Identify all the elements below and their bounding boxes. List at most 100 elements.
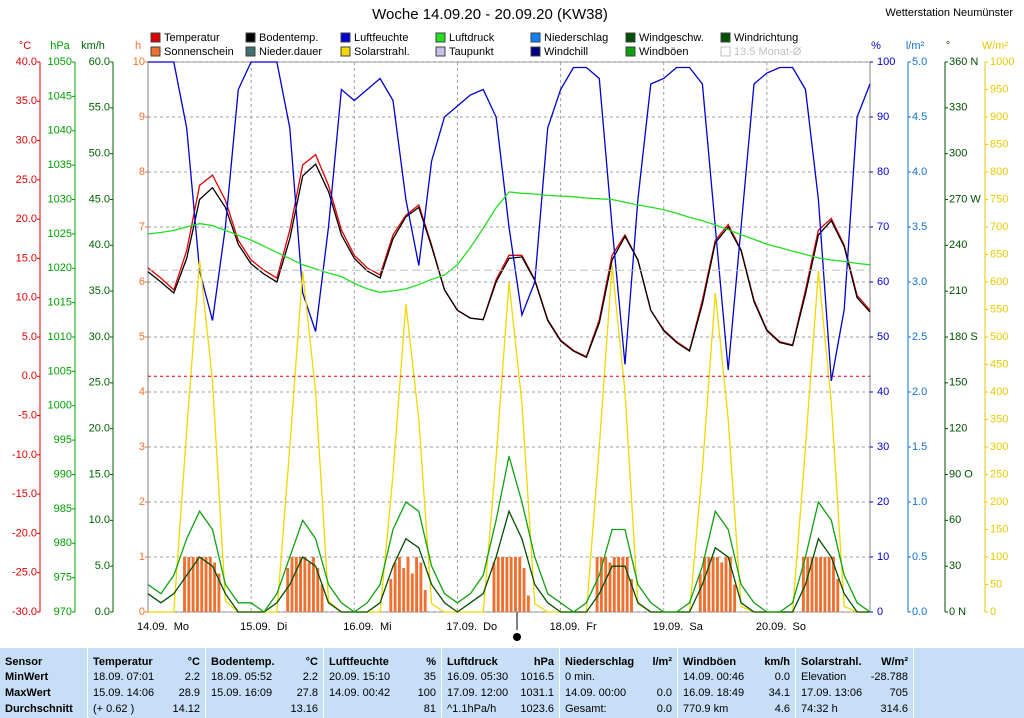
legend-label: Bodentemp. bbox=[259, 32, 318, 44]
sunshine-bar bbox=[505, 557, 509, 612]
y-tick-label: 240 bbox=[949, 239, 967, 251]
y-tick-label: 50.0 bbox=[89, 148, 110, 160]
y-tick-label: 35.0 bbox=[89, 285, 110, 297]
legend-label: Solarstrahl. bbox=[354, 46, 410, 58]
sunshine-bar bbox=[832, 557, 835, 612]
sunshine-bar bbox=[703, 557, 706, 612]
legend-label: Luftfeuchte bbox=[354, 32, 408, 44]
sunshine-bar bbox=[608, 562, 612, 612]
station-name: Wetterstation Neumünster bbox=[885, 7, 1013, 19]
y-tick-label: 100 bbox=[990, 551, 1008, 563]
y-tick-label: 30.0 bbox=[89, 331, 110, 343]
cell-value: 1016.5 bbox=[520, 671, 554, 683]
cell-value: 34.1 bbox=[768, 687, 790, 699]
y-tick-label: 40.0 bbox=[89, 239, 110, 251]
table-cell: Sensor bbox=[5, 655, 82, 670]
y-tick-label: 90 O bbox=[949, 468, 973, 480]
y-tick-label: 900 bbox=[990, 111, 1008, 123]
legend-label: Nieder.dauer bbox=[259, 46, 322, 58]
legend-label: Windchill bbox=[544, 46, 588, 58]
axis-unit: °C bbox=[19, 40, 31, 52]
y-tick-label: 45.0 bbox=[89, 193, 110, 205]
y-tick-label: 980 bbox=[54, 537, 72, 549]
now-marker bbox=[513, 633, 521, 641]
cell-text: 14.09. 00:46 bbox=[683, 671, 745, 683]
y-tick-label: 15.0 bbox=[16, 252, 37, 264]
y-tick-label: 985 bbox=[54, 503, 72, 515]
y-tick-label: 650 bbox=[990, 248, 1008, 260]
sunshine-bar bbox=[217, 573, 221, 612]
table-cell: Temperatur °C bbox=[93, 655, 200, 670]
y-tick-label: 10 bbox=[877, 551, 889, 563]
table-column: Luftdruck hPa 16.09. 05:30 1016.5 17.09. 12:… bbox=[442, 648, 560, 718]
table-cell: 81 bbox=[329, 702, 436, 717]
table-column: Windböen km/h 14.09. 00:46 0.0 16.09. 18:49 3… bbox=[678, 648, 796, 718]
table-column: Niederschlag l/m² 0 min. 14.09. 00:00 0.0 Ges… bbox=[560, 648, 678, 718]
cell-text: Gesamt: bbox=[565, 703, 607, 715]
y-tick-label: 550 bbox=[990, 303, 1008, 315]
y-tick-label: 4.5 bbox=[912, 111, 927, 123]
y-tick-label: 80 bbox=[877, 166, 889, 178]
y-tick-label: 0.0 bbox=[912, 606, 927, 618]
sunshine-bar bbox=[393, 562, 397, 612]
y-tick-label: 1.5 bbox=[912, 441, 927, 453]
legend-swatch bbox=[435, 46, 446, 57]
series-line bbox=[147, 456, 871, 613]
y-tick-label: 330 bbox=[949, 102, 967, 114]
table-cell: 14.09. 00:42 100 bbox=[329, 686, 436, 701]
y-tick-label: 100 bbox=[877, 56, 895, 68]
sunshine-bar bbox=[720, 562, 724, 612]
legend-swatch bbox=[720, 32, 731, 43]
legend-label: Luftdruck bbox=[449, 32, 495, 44]
y-tick-label: 800 bbox=[990, 166, 1008, 178]
x-tick-label: 14.09. Mo bbox=[137, 621, 189, 633]
legend-swatch bbox=[245, 46, 256, 57]
legend-label: Windgeschw. bbox=[639, 32, 704, 44]
legend-label: Temperatur bbox=[164, 32, 220, 44]
y-tick-label: 0.0 bbox=[22, 370, 37, 382]
table-unit: °C bbox=[187, 656, 200, 668]
cell-text: 770.9 km bbox=[683, 703, 729, 715]
x-tick-label: 16.09. Mi bbox=[343, 621, 391, 633]
y-tick-label: 1050 bbox=[48, 56, 72, 68]
table-column: Sensor MinWert MaxWert Durchschnitt bbox=[0, 648, 88, 718]
sunshine-bar bbox=[402, 568, 406, 612]
cell-text: (+ 0.62 ) bbox=[93, 703, 135, 715]
y-tick-label: 750 bbox=[990, 193, 1008, 205]
cell-value: 2.2 bbox=[302, 671, 318, 683]
table-cell: Luftfeuchte% bbox=[329, 655, 436, 670]
y-tick-label: 1000 bbox=[990, 56, 1014, 68]
sunshine-bar bbox=[724, 557, 728, 612]
sunshine-bar bbox=[397, 557, 401, 612]
sunshine-bar bbox=[819, 557, 823, 612]
legend-label: Windböen bbox=[639, 46, 689, 58]
y-tick-label: 3.5 bbox=[912, 221, 927, 233]
y-tick-label: 25.0 bbox=[16, 174, 37, 186]
x-tick-label: 20.09. So bbox=[756, 621, 806, 633]
table-column: Solarstrahl. W/m² Elevation -28.788 17.09. 1… bbox=[796, 648, 914, 718]
background bbox=[0, 0, 1024, 648]
sunshine-bar bbox=[733, 584, 737, 612]
sunshine-bar bbox=[625, 557, 629, 612]
legend-label: Windrichtung bbox=[734, 32, 798, 44]
y-tick-label: 1000 bbox=[48, 400, 72, 412]
sunshine-bar bbox=[599, 557, 603, 612]
cell-text: 18.09. 05:52 bbox=[211, 671, 273, 683]
chart-title: Woche 14.09.20 - 20.09.20 (KW38) bbox=[372, 6, 608, 23]
table-unit: W/m² bbox=[881, 656, 908, 668]
y-tick-label: 200 bbox=[990, 496, 1008, 508]
y-tick-label: 1025 bbox=[48, 228, 72, 240]
y-tick-label: 2 bbox=[139, 496, 145, 508]
table-header: Luftdruck bbox=[447, 656, 498, 668]
cell-text: 15.09. 14:06 bbox=[93, 687, 155, 699]
table-cell: Windböen km/h bbox=[683, 655, 790, 670]
y-tick-label: 35.0 bbox=[16, 95, 37, 107]
table-header: Niederschlag bbox=[565, 656, 635, 668]
cell-value: 27.8 bbox=[296, 687, 318, 699]
y-tick-label: 975 bbox=[54, 572, 72, 584]
sunshine-bar bbox=[630, 579, 633, 612]
y-tick-label: -25.0 bbox=[12, 567, 37, 579]
cell-value: 0.0 bbox=[656, 703, 672, 715]
y-tick-label: 0 N bbox=[949, 606, 966, 618]
cell-text: 20.09. 15:10 bbox=[329, 671, 391, 683]
